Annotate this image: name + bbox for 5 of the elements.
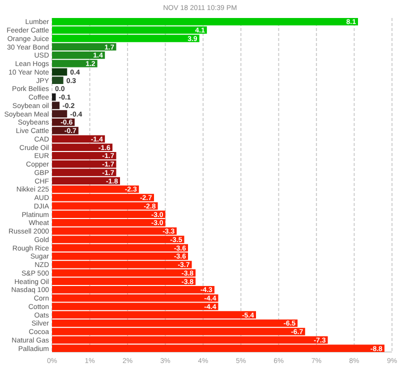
bar: [52, 68, 68, 76]
bar: [52, 93, 56, 101]
bar: [52, 110, 68, 118]
bar: [52, 102, 60, 110]
bar: [52, 76, 64, 84]
